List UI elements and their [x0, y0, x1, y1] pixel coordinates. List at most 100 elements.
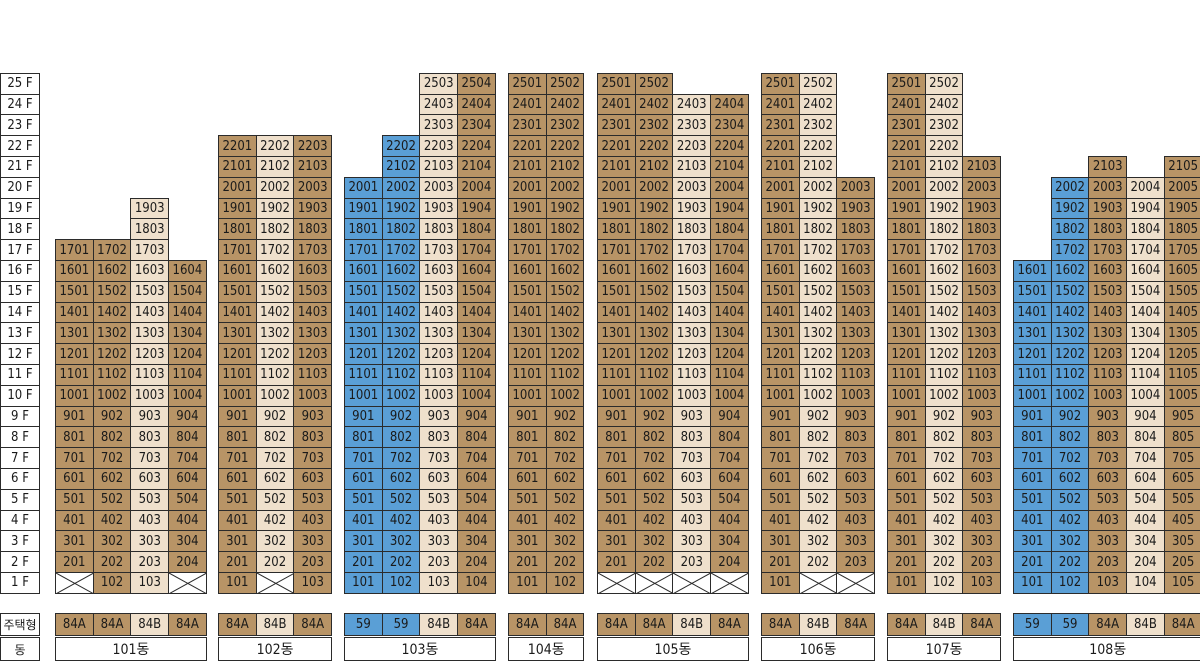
unit-cell: 604 — [168, 468, 207, 490]
unit-cell: 704 — [457, 447, 496, 469]
unit-cell: 1602 — [1050, 260, 1090, 282]
unit-cell: 301 — [344, 530, 383, 553]
unit-cell: 801 — [344, 426, 383, 449]
unit-cell: 1401 — [887, 301, 926, 324]
unit-cell: 1303 — [962, 322, 1002, 345]
unit-cell: 205 — [1163, 551, 1200, 573]
unit-cell: 104 — [1126, 572, 1165, 594]
unit-cell: 1604 — [710, 260, 749, 282]
unit-cell: 1103 — [1088, 364, 1128, 386]
unit-cell: 1803 — [293, 218, 333, 241]
unit-cell: 1102 — [381, 364, 421, 386]
unit-cell: 1604 — [1126, 260, 1165, 282]
building-name: 104동 — [508, 637, 585, 661]
unit-cell: 2103 — [1088, 156, 1128, 178]
unit-cell: 2401 — [887, 93, 926, 116]
unit-cell: 1002 — [1050, 384, 1090, 407]
unit-cell: 402 — [634, 509, 674, 532]
unit-cell: 1002 — [545, 384, 585, 407]
unit-cell: 1504 — [710, 280, 749, 303]
unit-cell: 801 — [508, 426, 547, 449]
unit-cell: 1501 — [887, 280, 926, 303]
unit-cell: 1603 — [419, 260, 459, 282]
unit-cell: 501 — [761, 488, 800, 511]
unit-type-cell: 84A — [962, 613, 1002, 636]
unit-cell: 1603 — [836, 260, 876, 282]
unit-type-cell: 59 — [381, 613, 421, 636]
unit-cell: 1804 — [457, 218, 496, 241]
unit-cell: 1604 — [457, 260, 496, 282]
unit-type-cell: 59 — [1013, 613, 1052, 636]
unit-cell: 902 — [545, 405, 585, 428]
unit-cell: 803 — [836, 426, 876, 449]
floor-label: 15 F — [0, 280, 40, 303]
unit-cell: 702 — [634, 447, 674, 469]
unit-cell: 502 — [798, 488, 838, 511]
unit-cell: 802 — [255, 426, 295, 449]
unit-cell: 2401 — [597, 93, 636, 116]
unit-cell: 1903 — [672, 197, 712, 220]
unit-cell: 401 — [55, 509, 94, 532]
unit-cell: 2104 — [457, 156, 496, 178]
unit-cell: 1601 — [55, 260, 94, 282]
unit-cell: 202 — [924, 551, 964, 573]
unit-cell: 301 — [887, 530, 926, 553]
unit-cell: 1101 — [55, 364, 94, 386]
unit-cell: 902 — [381, 405, 421, 428]
unit-cell: 1603 — [1088, 260, 1128, 282]
unit-cell: 1402 — [545, 301, 585, 324]
unit-cell: 1701 — [344, 239, 383, 261]
unit-cell: 2102 — [545, 156, 585, 178]
unit-cell: 601 — [887, 468, 926, 490]
unit-cell: 404 — [1126, 509, 1165, 532]
unit-cell: 2302 — [798, 114, 838, 137]
unit-cell: 1003 — [1088, 384, 1128, 407]
unit-cell: 2302 — [924, 114, 964, 137]
unit-cell: 904 — [710, 405, 749, 428]
type-row-label: 주택형 — [0, 613, 40, 636]
unit-cell: 1802 — [545, 218, 585, 241]
no-unit-cross-icon — [837, 573, 875, 593]
unit-cell: 403 — [419, 509, 459, 532]
unit-cell: 1703 — [672, 239, 712, 261]
unit-cell: 601 — [344, 468, 383, 490]
unit-cell: 302 — [255, 530, 295, 553]
unit-cell: 1203 — [130, 343, 170, 365]
unit-cell: 602 — [381, 468, 421, 490]
unit-cell: 102 — [1050, 572, 1090, 594]
unit-cell: 1503 — [130, 280, 170, 303]
unit-cell: 103 — [1088, 572, 1128, 594]
unit-cell: 1101 — [887, 364, 926, 386]
unit-cell: 204 — [168, 551, 207, 573]
unit-cell: 2001 — [218, 176, 257, 199]
unit-cell: 1403 — [836, 301, 876, 324]
unit-cell: 1003 — [962, 384, 1002, 407]
unit-cell: 1803 — [1088, 218, 1128, 241]
unit-cell: 1303 — [130, 322, 170, 345]
unit-cell: 1803 — [672, 218, 712, 241]
unit-cell: 1902 — [255, 197, 295, 220]
unit-cell: 1304 — [710, 322, 749, 345]
unit-cell: 1503 — [672, 280, 712, 303]
unit-cell: 2202 — [798, 135, 838, 157]
unit-cell: 2104 — [710, 156, 749, 178]
unit-cell: 1901 — [218, 197, 257, 220]
unit-type-cell: 84A — [92, 613, 132, 636]
unit-cell: 2102 — [634, 156, 674, 178]
unit-type-cell: 84B — [798, 613, 838, 636]
unit-cell: 701 — [597, 447, 636, 469]
unit-cell: 702 — [924, 447, 964, 469]
unit-cell: 1601 — [761, 260, 800, 282]
unit-cell: 2402 — [924, 93, 964, 116]
unit-cell: 2504 — [457, 72, 496, 95]
unit-cell: 1803 — [962, 218, 1002, 241]
unit-cell: 1301 — [1013, 322, 1052, 345]
unit-cell: 601 — [218, 468, 257, 490]
unit-cell: 1602 — [255, 260, 295, 282]
unit-cell: 1101 — [761, 364, 800, 386]
unit-cell: 1902 — [924, 197, 964, 220]
unit-cell: 603 — [962, 468, 1002, 490]
unit-cell: 1301 — [761, 322, 800, 345]
unit-cell: 2301 — [597, 114, 636, 137]
unit-cell: 2402 — [545, 93, 585, 116]
